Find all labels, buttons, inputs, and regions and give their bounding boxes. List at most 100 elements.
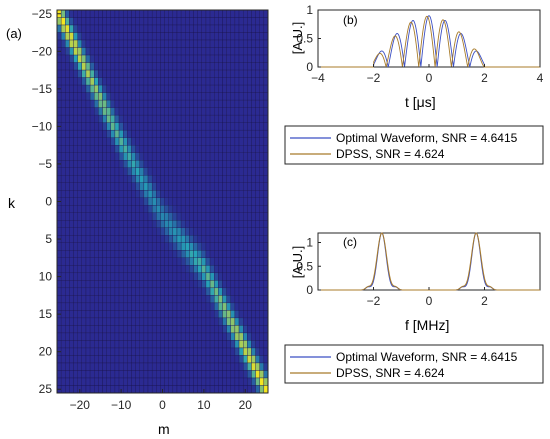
heatmap-cell	[209, 317, 215, 326]
heatmap-cell	[77, 122, 83, 131]
heatmap-cell	[127, 54, 132, 63]
heatmap-cell	[168, 69, 174, 78]
heatmap-cell	[259, 24, 265, 33]
heatmap-cell	[251, 220, 256, 228]
heatmap-cell	[243, 272, 248, 281]
heatmap-cell	[263, 99, 269, 108]
heatmap-cell	[226, 242, 231, 251]
heatmap-cell	[255, 152, 260, 161]
heatmap-cell	[147, 129, 153, 138]
heatmap-cell	[193, 205, 198, 213]
heatmap-cell	[251, 167, 256, 176]
heatmap-cell	[56, 370, 62, 379]
heatmap-cell	[185, 167, 190, 176]
heatmap-cell	[94, 92, 99, 101]
heatmap-cell	[69, 47, 74, 56]
heatmap-cell	[98, 370, 103, 379]
heatmap-cell	[65, 272, 70, 281]
heatmap-cell	[222, 272, 227, 281]
heatmap-cell	[102, 107, 107, 116]
heatmap-cell	[218, 122, 223, 131]
heatmap-cell	[226, 287, 231, 296]
heatmap-cell	[65, 377, 70, 386]
heatmap-cell	[238, 302, 244, 311]
heatmap-cell	[251, 197, 256, 206]
heatmap-cell	[226, 152, 231, 161]
heatmap-cell	[172, 122, 178, 131]
heatmap-cell	[81, 54, 87, 63]
heatmap-cell	[255, 129, 260, 138]
heatmap-cell	[131, 280, 136, 289]
heatmap-cell	[205, 235, 211, 243]
heatmap-cell	[180, 32, 186, 41]
heatmap-cell	[139, 190, 145, 198]
heatmap-cell	[238, 160, 244, 168]
heatmap-cell	[185, 145, 190, 153]
heatmap-cell	[176, 370, 182, 379]
heatmap-cell	[234, 77, 240, 86]
heatmap-cell	[85, 302, 91, 311]
heatmap-cell	[185, 205, 190, 213]
heatmap-cell	[251, 325, 256, 334]
heatmap-cell	[127, 9, 132, 18]
heatmap-cell	[69, 17, 74, 26]
heatmap-cell	[230, 212, 236, 221]
heatmap-cell	[230, 197, 236, 206]
heatmap-y-tick-label: 15	[39, 307, 53, 321]
heatmap-cell	[89, 197, 95, 206]
heatmap-cell	[259, 385, 265, 394]
heatmap-cell	[193, 385, 198, 394]
heatmap-cell	[205, 377, 211, 386]
heatmap-cell	[234, 62, 240, 71]
legend-bottom-label-optimal: Optimal Waveform, SNR = 4.6415	[336, 350, 518, 364]
heatmap-x-tick-label: −20	[70, 398, 91, 412]
heatmap-cell	[114, 280, 120, 289]
heatmap-cell	[81, 257, 87, 266]
heatmap-cell	[147, 355, 153, 364]
heatmap-cell	[226, 280, 231, 289]
heatmap-cell	[263, 295, 269, 304]
heatmap-cell	[110, 114, 116, 123]
heatmap-cell	[180, 69, 186, 78]
heatmap-cell	[131, 295, 136, 304]
heatmap-cell	[238, 347, 244, 356]
heatmap-cell	[77, 145, 83, 153]
heatmap-cell	[209, 114, 215, 123]
heatmap-cell	[135, 129, 140, 138]
heatmap-cell	[102, 190, 107, 198]
heatmap-cell	[94, 385, 99, 394]
heatmap-cell	[102, 167, 107, 176]
heatmap-cell	[102, 250, 107, 258]
heatmap-cell	[218, 160, 223, 168]
heatmap-cell	[185, 377, 190, 386]
heatmap-cell	[160, 265, 165, 274]
heatmap-cell	[114, 302, 120, 311]
heatmap-cell	[201, 197, 207, 206]
heatmap-cell	[160, 287, 165, 296]
heatmap-cell	[238, 227, 244, 236]
heatmap-cell	[106, 47, 111, 56]
heatmap-cell	[263, 32, 269, 41]
heatmap-cell	[60, 77, 66, 86]
heatmap-cell	[168, 9, 174, 18]
heatmap-cell	[89, 62, 95, 71]
heatmap-cell	[226, 257, 231, 266]
legend-bottom-box	[284, 344, 544, 384]
heatmap-cell	[60, 99, 66, 108]
heatmap-cell	[172, 32, 178, 41]
heatmap-cell	[243, 355, 248, 364]
heatmap-cell	[123, 220, 128, 228]
heatmap-cell	[201, 370, 207, 379]
heatmap-cell	[197, 69, 202, 78]
heatmap-cell	[226, 212, 231, 221]
heatmap-cell	[123, 39, 128, 48]
heatmap-cell	[263, 370, 269, 379]
heatmap-cell	[106, 280, 111, 289]
heatmap-cell	[176, 137, 182, 146]
heatmap-cell	[77, 325, 83, 334]
heatmap-cell	[73, 182, 78, 191]
heatmap-cell	[98, 227, 103, 236]
heatmap-cell	[151, 175, 157, 183]
heatmap-cell	[106, 182, 111, 191]
